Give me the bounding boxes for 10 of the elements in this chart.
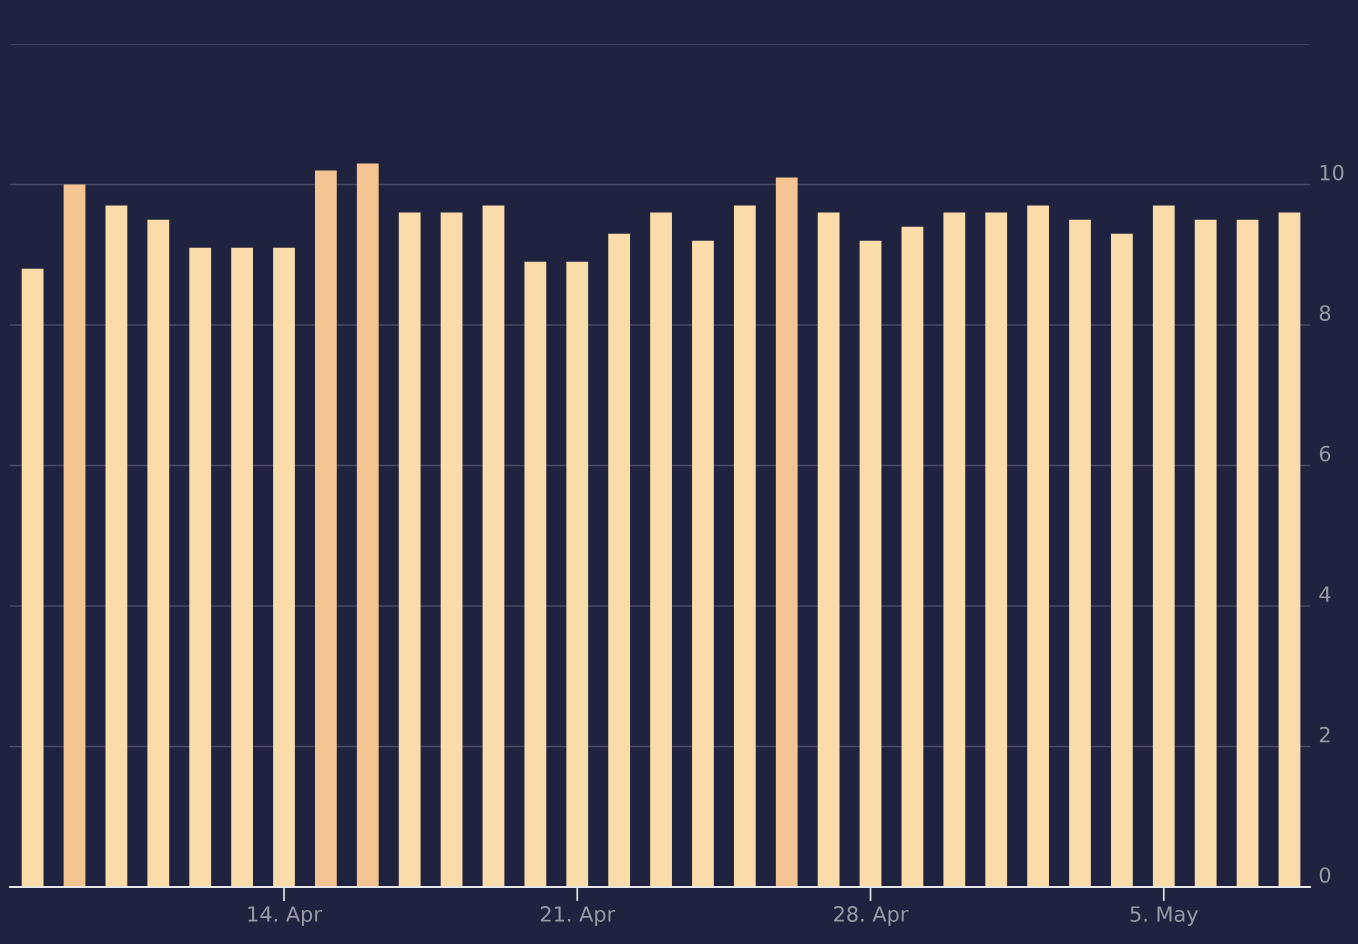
y-tick-label: 6 bbox=[1319, 445, 1331, 462]
y-tick-label: 10 bbox=[1320, 164, 1344, 181]
y-tick-label: 2 bbox=[1319, 726, 1330, 743]
x-tick-label: 5. May bbox=[1130, 906, 1198, 926]
y-tick-label: 4 bbox=[1319, 586, 1331, 602]
x-tick-label: 14. Apr bbox=[248, 906, 322, 926]
x-tick-label: 21. Apr bbox=[540, 906, 616, 926]
y-tick-label: 0 bbox=[1319, 867, 1331, 883]
x-tick-label: 28. Apr bbox=[834, 906, 909, 926]
y-tick-label: 8 bbox=[1319, 305, 1331, 321]
